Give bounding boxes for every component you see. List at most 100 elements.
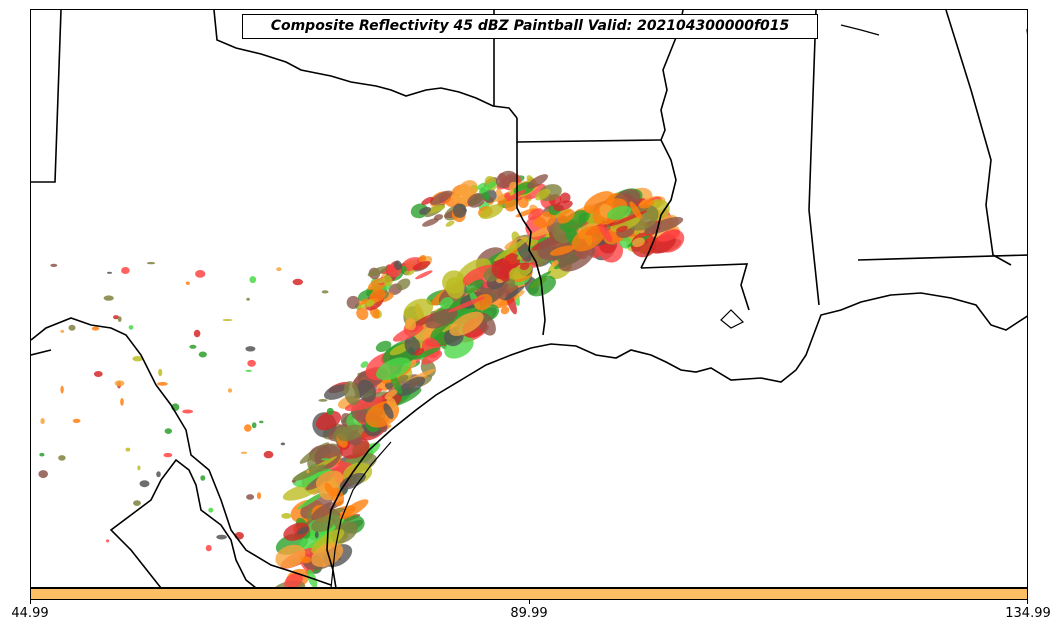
paintball-blob bbox=[284, 572, 303, 587]
paintball-blob bbox=[249, 276, 257, 284]
paintball-blob bbox=[311, 502, 336, 521]
colorbar-tick-mid bbox=[529, 600, 530, 604]
paintball-blob bbox=[610, 215, 641, 232]
paintball-blob bbox=[366, 299, 375, 307]
paintball-blob bbox=[222, 319, 233, 321]
paintball-blob bbox=[452, 203, 467, 218]
paintball-blob bbox=[493, 237, 529, 262]
paintball-blob bbox=[415, 270, 433, 280]
lake-pontchartrain bbox=[720, 309, 745, 329]
border-rio-grande bbox=[31, 317, 332, 586]
paintball-blob bbox=[103, 295, 114, 301]
paintball-blob bbox=[559, 192, 571, 204]
paintball-blob bbox=[314, 444, 341, 469]
paintball-blob bbox=[275, 544, 306, 569]
paintball-blob bbox=[403, 298, 434, 321]
border-tx-la bbox=[516, 142, 546, 336]
paintball-blob bbox=[38, 470, 48, 479]
paintball-blob bbox=[245, 369, 252, 372]
paintball-blob bbox=[185, 281, 190, 285]
paintball-blob bbox=[198, 351, 207, 358]
border-tx-ar bbox=[516, 118, 662, 143]
border-mississippi bbox=[640, 10, 684, 269]
paintball-blob bbox=[139, 480, 150, 488]
paintball-blob bbox=[259, 420, 264, 424]
paintball-blob bbox=[193, 329, 201, 338]
paintball-blob bbox=[240, 451, 248, 454]
paintball-blob bbox=[638, 199, 655, 209]
paintball-blob bbox=[433, 214, 444, 221]
paintball-blob bbox=[356, 307, 369, 321]
paintball-blob bbox=[245, 346, 256, 352]
paintball-blob bbox=[133, 500, 141, 506]
paintball-blob bbox=[598, 223, 613, 243]
paintball-blob bbox=[369, 288, 386, 303]
border-al-ga bbox=[945, 10, 1012, 266]
colorbar-tick-max bbox=[1027, 600, 1028, 604]
border-nm-tx bbox=[31, 10, 62, 183]
reflectivity-paintballs bbox=[38, 170, 685, 587]
paintball-blob bbox=[346, 295, 360, 309]
paintball-blob bbox=[128, 325, 134, 330]
paintball-blob bbox=[430, 190, 453, 206]
paintball-blob bbox=[375, 340, 392, 352]
paintball-blob bbox=[292, 278, 303, 286]
paintball-blob bbox=[439, 296, 454, 310]
paintball-blob bbox=[121, 267, 130, 274]
paintball-blob bbox=[120, 398, 124, 406]
paintball-blob bbox=[549, 245, 575, 256]
paintball-blob bbox=[447, 296, 485, 313]
paintball-blob bbox=[357, 379, 377, 403]
paintball-blob bbox=[367, 266, 388, 277]
paintball-blob bbox=[91, 326, 100, 331]
map-panel: Composite Reflectivity 45 dBZ Paintball … bbox=[30, 9, 1028, 588]
state-boundaries bbox=[31, 10, 1027, 587]
paintball-blob bbox=[376, 357, 411, 381]
paintball-blob bbox=[132, 356, 143, 362]
paintball-blob bbox=[383, 403, 394, 420]
paintball-blob bbox=[300, 556, 312, 564]
paintball-blob bbox=[60, 329, 65, 333]
paintball-blob bbox=[418, 255, 427, 262]
paintball-blob bbox=[315, 470, 344, 492]
paintball-blob bbox=[504, 253, 520, 269]
paintball-blob bbox=[216, 534, 227, 540]
paintball-blob bbox=[337, 424, 364, 442]
paintball-blob bbox=[158, 368, 163, 377]
paintball-blob bbox=[632, 237, 645, 248]
paintball-blob bbox=[291, 479, 296, 483]
paintball-blob bbox=[292, 467, 333, 488]
paintball-blob bbox=[425, 308, 458, 329]
paintball-blob bbox=[164, 428, 172, 434]
paintball-blob bbox=[616, 225, 628, 233]
border-mexico-states bbox=[109, 458, 257, 587]
paintball-blob bbox=[414, 348, 425, 356]
border-ga-fl bbox=[857, 254, 1027, 261]
paintball-blob bbox=[321, 458, 331, 461]
paintball-blob bbox=[343, 381, 360, 406]
border-ms-al bbox=[808, 10, 820, 306]
paintball-blob bbox=[464, 279, 484, 294]
paintball-blob bbox=[163, 452, 173, 458]
paintball-blob bbox=[283, 522, 310, 541]
paintball-blob bbox=[449, 311, 484, 336]
paintball-blob bbox=[318, 399, 328, 402]
paintball-blob bbox=[106, 539, 110, 543]
paintball-blob bbox=[479, 204, 504, 220]
paintball-blob bbox=[200, 475, 206, 481]
paintball-blob bbox=[93, 371, 103, 377]
paintball-blob bbox=[244, 424, 252, 432]
paintball-blob bbox=[125, 447, 131, 452]
paintball-blob bbox=[498, 268, 510, 282]
paintball-blob bbox=[358, 298, 370, 305]
paintball-blob bbox=[39, 452, 45, 457]
paintball-blob bbox=[657, 229, 681, 242]
colorbar-label-min: 44.99 bbox=[11, 606, 49, 621]
paintball-blob bbox=[280, 442, 286, 446]
paintball-blob bbox=[72, 418, 81, 423]
paintball-blob bbox=[68, 324, 76, 331]
paintball-blob bbox=[247, 359, 256, 367]
paintball-blob bbox=[445, 277, 464, 299]
paintball-blob bbox=[422, 218, 439, 227]
paintball-blob bbox=[339, 472, 366, 490]
